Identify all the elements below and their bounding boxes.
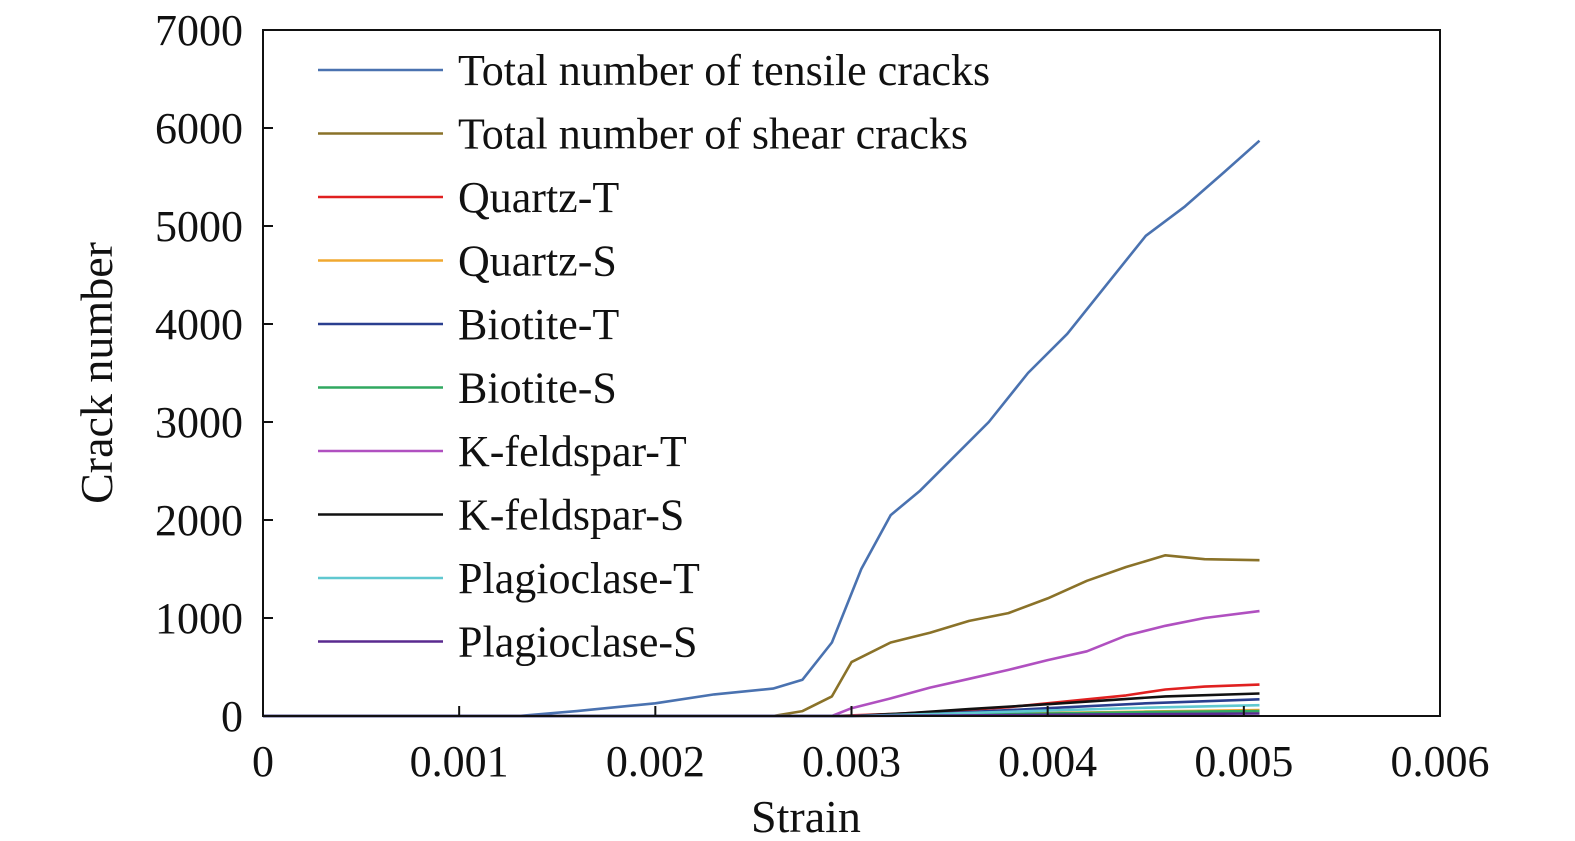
y-tick-label: 5000 xyxy=(155,202,243,251)
x-tick-label: 0.002 xyxy=(606,737,705,786)
x-tick-label: 0.003 xyxy=(802,737,901,786)
legend-label: Plagioclase-S xyxy=(458,618,698,667)
y-tick-label: 0 xyxy=(221,692,243,741)
series-line-0 xyxy=(263,139,1261,718)
legend-label: Quartz-T xyxy=(458,173,619,222)
series-line-1 xyxy=(263,553,1260,718)
x-tick-label: 0.005 xyxy=(1194,737,1293,786)
y-tick-label: 3000 xyxy=(155,398,243,447)
y-tick-label: 1000 xyxy=(155,594,243,643)
x-tick-label: 0.004 xyxy=(998,737,1097,786)
legend-label: Total number of shear cracks xyxy=(458,110,968,159)
x-tick-label: 0.001 xyxy=(410,737,509,786)
y-tick-label: 4000 xyxy=(155,300,243,349)
legend-label: K-feldspar-T xyxy=(458,427,687,476)
y-tick-label: 6000 xyxy=(155,104,243,153)
x-tick-label: 0.006 xyxy=(1391,737,1490,786)
legend: Total number of tensile cracks Total numb… xyxy=(318,46,990,667)
x-axis-title: Strain xyxy=(751,791,861,841)
axes-layer: 0 0.001 0.002 0.003 0.004 0.005 0.006 0 1000 2000… xyxy=(155,6,1490,786)
legend-label: K-feldspar-S xyxy=(458,491,684,540)
legend-label: Biotite-S xyxy=(458,364,617,413)
legend-label: Plagioclase-T xyxy=(458,554,700,603)
legend-label: Total number of tensile cracks xyxy=(458,46,990,95)
series-layer xyxy=(263,139,1261,718)
y-axis-title: Crack number xyxy=(71,242,122,504)
legend-label: Biotite-T xyxy=(458,300,619,349)
y-tick-label: 7000 xyxy=(155,6,243,55)
x-tick-label: 0 xyxy=(252,737,274,786)
y-tick-label: 2000 xyxy=(155,496,243,545)
legend-label: Quartz-S xyxy=(458,237,617,286)
